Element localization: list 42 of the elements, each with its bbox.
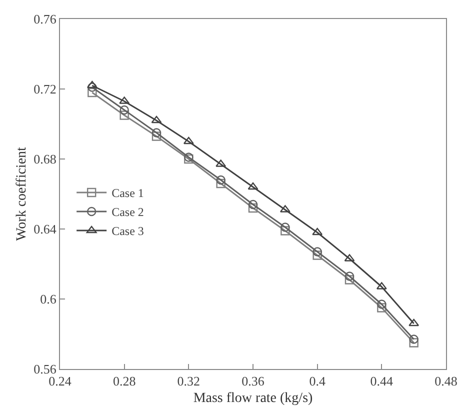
point bbox=[152, 132, 162, 141]
point bbox=[280, 226, 290, 236]
x-tick-label: 0.48 bbox=[434, 374, 458, 389]
point bbox=[216, 178, 226, 188]
x-tick-label: 0.28 bbox=[112, 374, 136, 389]
point bbox=[312, 250, 322, 260]
point bbox=[312, 228, 323, 236]
legend-label: Case 1 bbox=[112, 186, 144, 200]
point bbox=[183, 136, 194, 144]
point bbox=[248, 203, 258, 213]
point bbox=[88, 82, 97, 92]
y-tick-label: 0.72 bbox=[34, 82, 56, 97]
point bbox=[312, 247, 322, 256]
point bbox=[344, 275, 354, 284]
point bbox=[151, 116, 162, 124]
point bbox=[88, 88, 97, 98]
point bbox=[409, 338, 418, 348]
y-tick-label: 0.64 bbox=[34, 222, 57, 237]
point bbox=[409, 334, 418, 344]
point bbox=[86, 80, 98, 88]
point bbox=[344, 272, 354, 281]
legend-label: Case 3 bbox=[112, 224, 144, 238]
point bbox=[120, 110, 129, 120]
point bbox=[377, 300, 386, 309]
x-tick-label: 0.36 bbox=[242, 374, 265, 389]
point bbox=[216, 175, 226, 185]
y-tick-label: 0.76 bbox=[34, 12, 57, 27]
x-axis-title: Mass flow rate (kg/s) bbox=[193, 390, 314, 406]
point bbox=[248, 200, 258, 210]
point bbox=[248, 182, 258, 190]
y-axis-title: Work coefficient bbox=[14, 146, 30, 241]
legend-label: Case 2 bbox=[112, 205, 144, 220]
x-tick-label: 0.32 bbox=[177, 374, 200, 389]
point bbox=[377, 303, 386, 312]
y-tick-label: 0.6 bbox=[40, 292, 57, 307]
point bbox=[408, 318, 420, 326]
y-tick-label: 0.68 bbox=[34, 152, 56, 167]
point bbox=[120, 105, 129, 115]
x-tick-label: 0.4 bbox=[309, 374, 326, 389]
x-tick-label: 0.44 bbox=[370, 374, 394, 389]
point bbox=[280, 222, 290, 232]
point bbox=[152, 128, 162, 138]
